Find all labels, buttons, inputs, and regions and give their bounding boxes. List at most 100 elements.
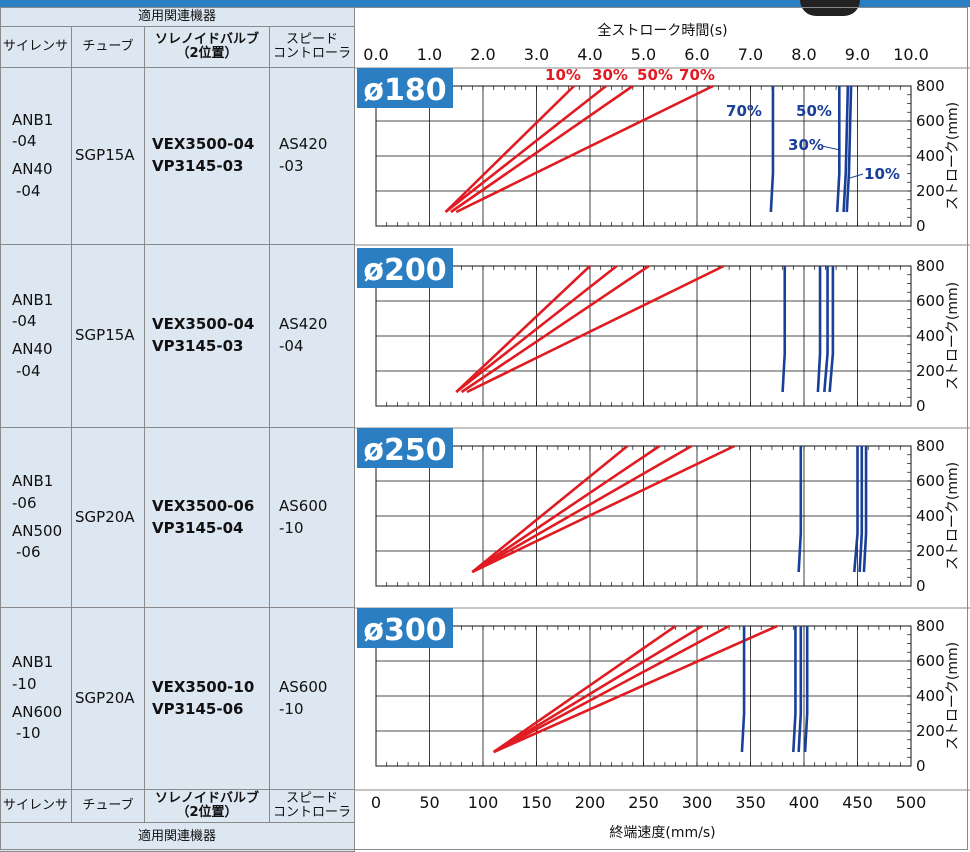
column-header-label: サイレンサ [2,39,68,55]
bottom-axis-tick-label: 300 [682,793,713,812]
speed-controller-cell: AS600 -10 [270,428,355,608]
top-axis-tick-label: 3.0 [524,45,549,64]
bore-badge [357,428,453,468]
silencer-model-line: -06 [12,493,37,512]
speed-controller-model-line: -10 [279,518,304,537]
right-axis-tick-label: 200 [916,182,945,200]
speed-controller-cell: AS420 -03 [270,68,355,245]
speed-controller-model-line: -03 [279,157,304,175]
speed-controller-model-line: AS600 [279,496,328,515]
time-series-line-50pct [493,624,730,754]
velocity-series-line-10pct [803,626,809,753]
right-axis-title: ストローク(mm) [945,282,961,390]
bottom-axis-tick-label: 50 [419,793,439,812]
bottom-axis-tick-label: 350 [735,793,766,812]
silencer-model-line: -06 [16,543,41,562]
velocity-series-label: 10% [864,165,900,183]
time-series-line-70pct [466,264,725,394]
group-header-top: 適用関連機器 [0,7,355,27]
valve-model-line: VEX3500-06 [152,496,255,515]
silencer-cell: ANB1 -10 AN600 -10 [0,608,72,790]
right-axis-tick-label: 0 [916,217,926,235]
right-axis-tick-label: 800 [916,437,945,455]
velocity-series-line-50pct [852,446,859,573]
silencer-model-line: ANB1 [12,653,54,671]
time-series-label: 30% [592,66,628,84]
bore-badge-label: ø250 [363,433,446,468]
top-axis-tick-label: 0.0 [363,45,388,64]
bottom-axis-tick-label: 250 [628,793,659,812]
right-axis-tick-label: 800 [916,77,945,95]
solenoid-valve-cell: VEX3500-04 VP3145-03 [145,68,270,245]
column-header-top-tube: チューブ [72,27,145,68]
right-axis-tick-label: 600 [916,652,945,670]
column-header-label: チューブ [82,798,134,814]
velocity-series-label: 50% [796,102,832,120]
bore-badge [357,608,453,648]
right-axis-title: ストローク(mm) [945,102,961,210]
silencer-model-line: ANB1 [12,472,54,490]
column-header-bottom-solenoid-valve: ソレノイドバルブ （2位置） [145,790,270,823]
valve-model-line: VEX3500-04 [152,315,255,334]
column-header-bottom-speed-controller: スピード コントローラ [270,790,355,823]
column-header-label: チューブ [82,39,134,55]
time-series-line-10pct [455,265,591,393]
time-series-line-30pct [444,84,607,214]
right-axis-title: ストローク(mm) [945,642,961,750]
velocity-series-line-50pct [835,86,841,213]
top-axis-tick-label: 6.0 [684,45,709,64]
velocity-series-line-10pct [828,266,835,393]
time-series-line-50pct [471,444,693,574]
bottom-axis-tick-label: 450 [842,793,873,812]
time-series-line-10pct [444,85,575,213]
right-axis-tick-label: 800 [916,617,945,635]
time-series-line-30pct [471,444,661,574]
velocity-series-line-10pct [845,85,853,213]
group-header-label: 適用関連機器 [137,829,216,845]
time-series-label: 50% [637,66,673,84]
velocity-series-line-30pct [842,85,850,213]
right-axis-tick-label: 400 [916,327,945,345]
top-axis-tick-label: 9.0 [845,45,870,64]
silencer-model-line: -04 [16,361,41,380]
silencer-model-line: -10 [12,674,37,693]
top-axis-tick-label: 5.0 [631,45,656,64]
label-leader-line [849,173,864,179]
right-axis-tick-label: 600 [916,112,945,130]
silencer-model-line: -04 [12,312,37,331]
velocity-series-line-30pct [823,266,829,393]
time-series-line-30pct [493,624,704,754]
right-axis-tick-label: 600 [916,472,945,490]
bottom-axis-tick-label: 100 [468,793,499,812]
right-axis-tick-label: 400 [916,147,945,165]
column-header-label: スピード コントローラ [272,32,351,61]
bottom-axis-tick-label: 500 [896,793,927,812]
right-axis-tick-label: 200 [916,542,945,560]
velocity-series-line-50pct [792,626,797,753]
tube-model: SGP20A [75,507,135,526]
column-header-label: ソレノイドバルブ （2位置） [154,32,259,61]
column-header-bottom-silencer: サイレンサ [0,790,72,823]
time-series-line-10pct [471,444,629,574]
velocity-series-line-50pct [816,266,822,393]
right-axis-tick-label: 800 [916,257,945,275]
speed-controller-model-line: AS420 [279,135,328,154]
valve-model-line: VEX3500-04 [152,135,255,154]
bottom-axis-tick-label: 150 [521,793,552,812]
speed-controller-model-line: -04 [279,337,304,355]
tube-cell: SGP20A [72,608,145,790]
velocity-series-line-30pct [797,626,803,753]
silencer-cell: ANB1 -04 AN40 -04 [0,245,72,428]
right-axis-tick-label: 200 [916,362,945,380]
equipment-table-background [0,7,355,852]
silencer-cell: ANB1 -04 AN40 -04 [0,68,72,245]
velocity-series-line-10pct [862,446,868,573]
silencer-model-line: -10 [16,724,41,743]
velocity-series-line-70pct [769,86,775,213]
label-leader-line [821,145,841,151]
solenoid-valve-cell: VEX3500-10 VP3145-06 [145,608,270,790]
velocity-series-line-70pct [781,266,787,393]
speed-controller-cell: AS420 -04 [270,245,355,428]
group-header-label: 適用関連機器 [137,8,216,24]
